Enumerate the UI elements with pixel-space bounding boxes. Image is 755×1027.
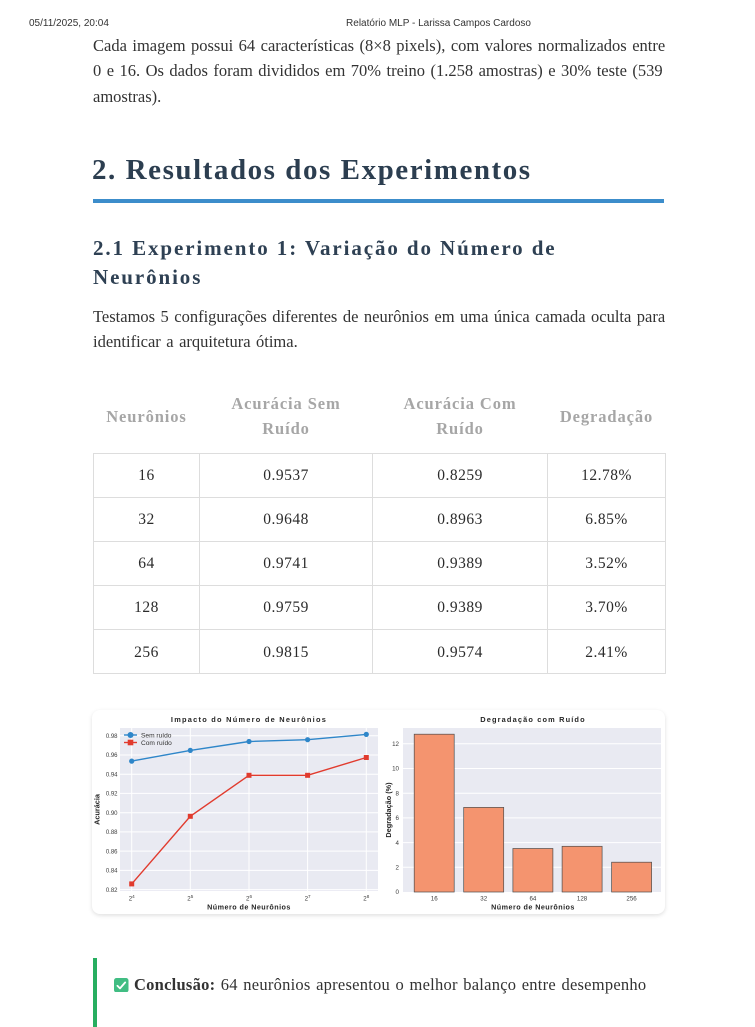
svg-text:0: 0 — [396, 889, 400, 896]
svg-text:Número de Neurônios: Número de Neurônios — [207, 902, 291, 911]
svg-text:24: 24 — [129, 894, 135, 903]
svg-text:4: 4 — [396, 839, 400, 846]
svg-text:8: 8 — [396, 790, 400, 797]
svg-text:0.90: 0.90 — [106, 810, 118, 816]
svg-text:Degradação com Ruído: Degradação com Ruído — [480, 714, 586, 723]
svg-text:256: 256 — [626, 895, 637, 902]
svg-text:28: 28 — [363, 894, 369, 903]
svg-text:12: 12 — [392, 741, 399, 748]
svg-text:10: 10 — [392, 765, 399, 772]
svg-text:16: 16 — [431, 895, 438, 902]
svg-text:Com ruído: Com ruído — [141, 739, 172, 746]
svg-text:0.96: 0.96 — [106, 753, 118, 759]
svg-text:Acurácia: Acurácia — [93, 793, 102, 825]
svg-text:0.98: 0.98 — [106, 733, 118, 739]
svg-text:0.94: 0.94 — [106, 772, 118, 778]
svg-text:26: 26 — [246, 894, 252, 903]
svg-text:Número de Neurônios: Número de Neurônios — [491, 902, 575, 911]
svg-text:27: 27 — [305, 894, 311, 903]
svg-text:0.86: 0.86 — [106, 849, 118, 855]
svg-text:0.84: 0.84 — [106, 868, 118, 874]
svg-text:0.82: 0.82 — [106, 887, 118, 893]
svg-text:Impacto do Número de Neurônios: Impacto do Número de Neurônios — [171, 714, 327, 723]
svg-text:Sem ruído: Sem ruído — [141, 732, 172, 739]
svg-text:Degradação (%): Degradação (%) — [384, 781, 393, 837]
svg-text:0.92: 0.92 — [106, 791, 118, 797]
svg-text:128: 128 — [577, 895, 588, 902]
svg-text:32: 32 — [480, 895, 487, 902]
svg-text:0.88: 0.88 — [106, 830, 118, 836]
svg-text:2: 2 — [396, 864, 400, 871]
svg-text:25: 25 — [187, 894, 193, 903]
svg-text:64: 64 — [529, 895, 536, 902]
svg-text:6: 6 — [396, 815, 400, 822]
